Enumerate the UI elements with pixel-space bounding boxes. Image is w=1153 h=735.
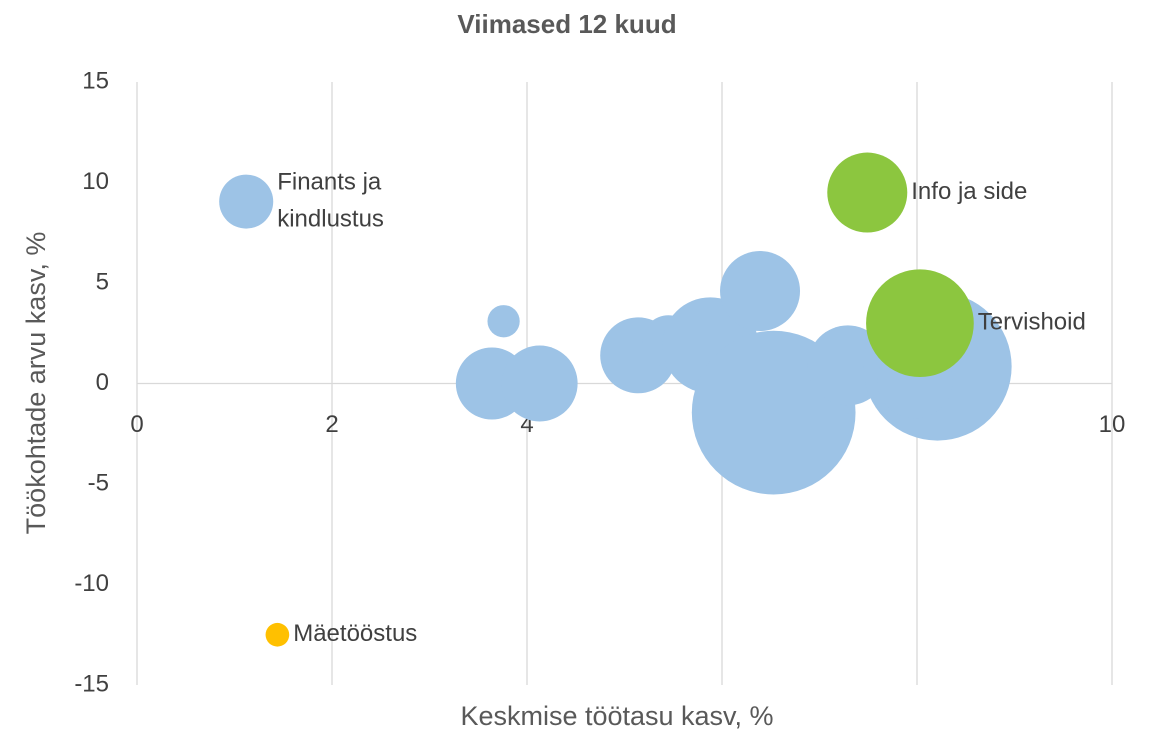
- data-label: Finants ja: [277, 168, 382, 195]
- data-label: Info ja side: [911, 178, 1027, 205]
- y-tick-label: -15: [74, 670, 109, 697]
- chart-title: Viimased 12 kuud: [457, 9, 676, 39]
- x-tick-label: 2: [325, 411, 338, 438]
- data-label: kindlustus: [277, 205, 384, 232]
- bubble: [487, 305, 520, 338]
- bubble: [866, 269, 974, 378]
- x-tick-label: 10: [1099, 411, 1126, 438]
- bubble: [720, 251, 801, 332]
- y-tick-label: 5: [96, 268, 109, 295]
- y-tick-label: -5: [88, 469, 109, 496]
- bubble: [501, 345, 578, 422]
- y-tick-label: -10: [74, 570, 109, 597]
- x-axis-label: Keskmise töötasu kasv, %: [460, 701, 773, 731]
- y-tick-label: 10: [82, 168, 109, 195]
- data-label: Tervishoid: [978, 309, 1086, 336]
- y-axis-label: Töökohtade arvu kasv, %: [21, 232, 51, 535]
- bubble: [265, 622, 290, 647]
- bubble: [827, 152, 908, 233]
- data-label: Mäetööstus: [293, 620, 417, 647]
- y-tick-label: 15: [82, 67, 109, 94]
- bubble: [219, 174, 274, 229]
- y-tick-label: 0: [96, 369, 109, 396]
- x-tick-label: 0: [130, 411, 143, 438]
